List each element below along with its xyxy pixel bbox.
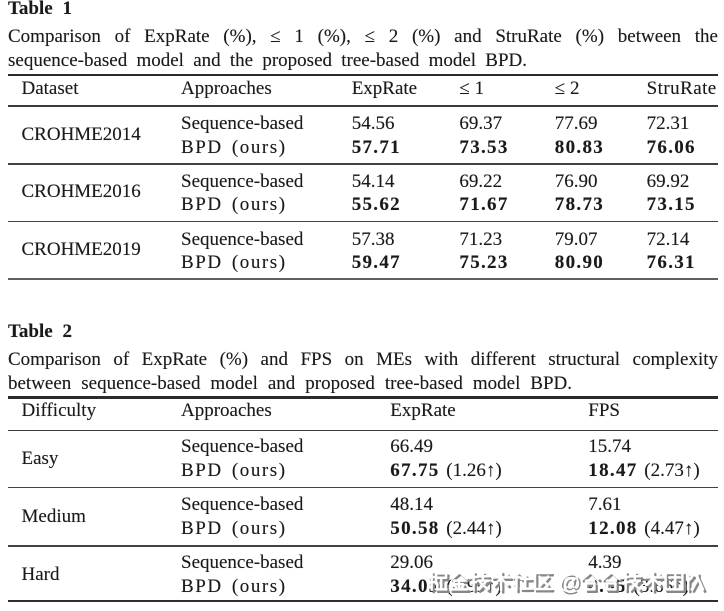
svg-text:@: @ — [558, 569, 580, 594]
svg-text:@: @ — [560, 571, 582, 596]
